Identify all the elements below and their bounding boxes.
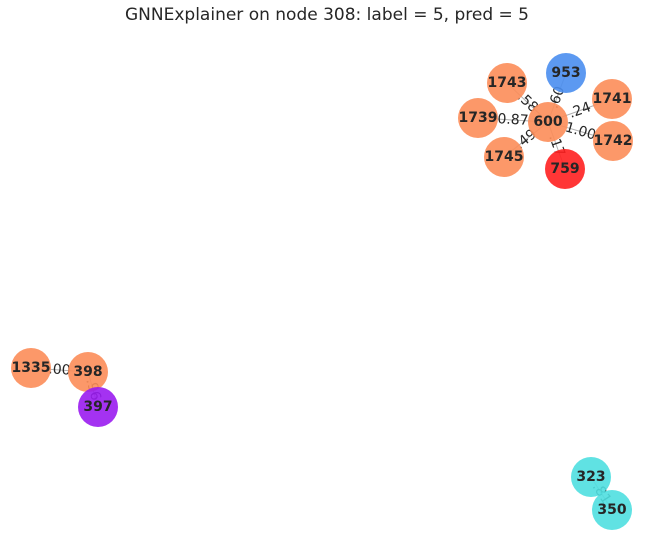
node-759: 759	[545, 149, 585, 189]
node-350: 350	[592, 490, 632, 530]
node-circle	[484, 137, 524, 177]
node-circle	[528, 102, 568, 142]
node-circle	[68, 352, 108, 392]
node-label: 398	[73, 364, 102, 380]
node-circle	[78, 387, 118, 427]
edge-weight-label: 0.87	[497, 111, 529, 129]
node-953: 953	[546, 53, 586, 93]
node-label: 1335	[12, 360, 51, 376]
edge-weight-label: .24	[567, 99, 593, 122]
node-circle	[545, 149, 585, 189]
node-1741: 1741	[592, 79, 632, 119]
node-label: 323	[576, 469, 605, 485]
nodes-layer: 1743 953 1741 1739 600 1742 1745 759 1335 398 397 3…	[11, 53, 633, 530]
node-1739: 1739	[458, 98, 498, 138]
node-label: 953	[551, 65, 580, 81]
node-label: 1739	[459, 110, 498, 126]
node-label: 397	[83, 399, 112, 415]
node-circle	[546, 53, 586, 93]
node-circle	[11, 348, 51, 388]
node-label: 350	[597, 502, 626, 518]
node-label: 759	[550, 161, 579, 177]
node-1335: 1335	[11, 348, 51, 388]
edge-weight-label: .00	[48, 361, 71, 379]
node-600: 600	[528, 102, 568, 142]
edge-labels-layer: .58.60.240.871.00.49.17.00.96.81	[48, 84, 614, 507]
node-1745: 1745	[484, 137, 524, 177]
node-397: 397	[78, 387, 118, 427]
node-398: 398	[68, 352, 108, 392]
node-323: 323	[571, 457, 611, 497]
node-circle	[458, 98, 498, 138]
node-circle	[571, 457, 611, 497]
node-label: 1745	[485, 149, 524, 165]
node-label: 1743	[488, 75, 527, 91]
node-1743: 1743	[487, 63, 527, 103]
node-1742: 1742	[593, 121, 633, 161]
node-label: 1742	[594, 133, 633, 149]
node-circle	[487, 63, 527, 103]
node-label: 600	[533, 114, 562, 130]
node-circle	[592, 79, 632, 119]
node-circle	[592, 490, 632, 530]
node-label: 1741	[593, 91, 632, 107]
node-circle	[593, 121, 633, 161]
figure-title: GNNExplainer on node 308: label = 5, pre…	[125, 5, 529, 25]
